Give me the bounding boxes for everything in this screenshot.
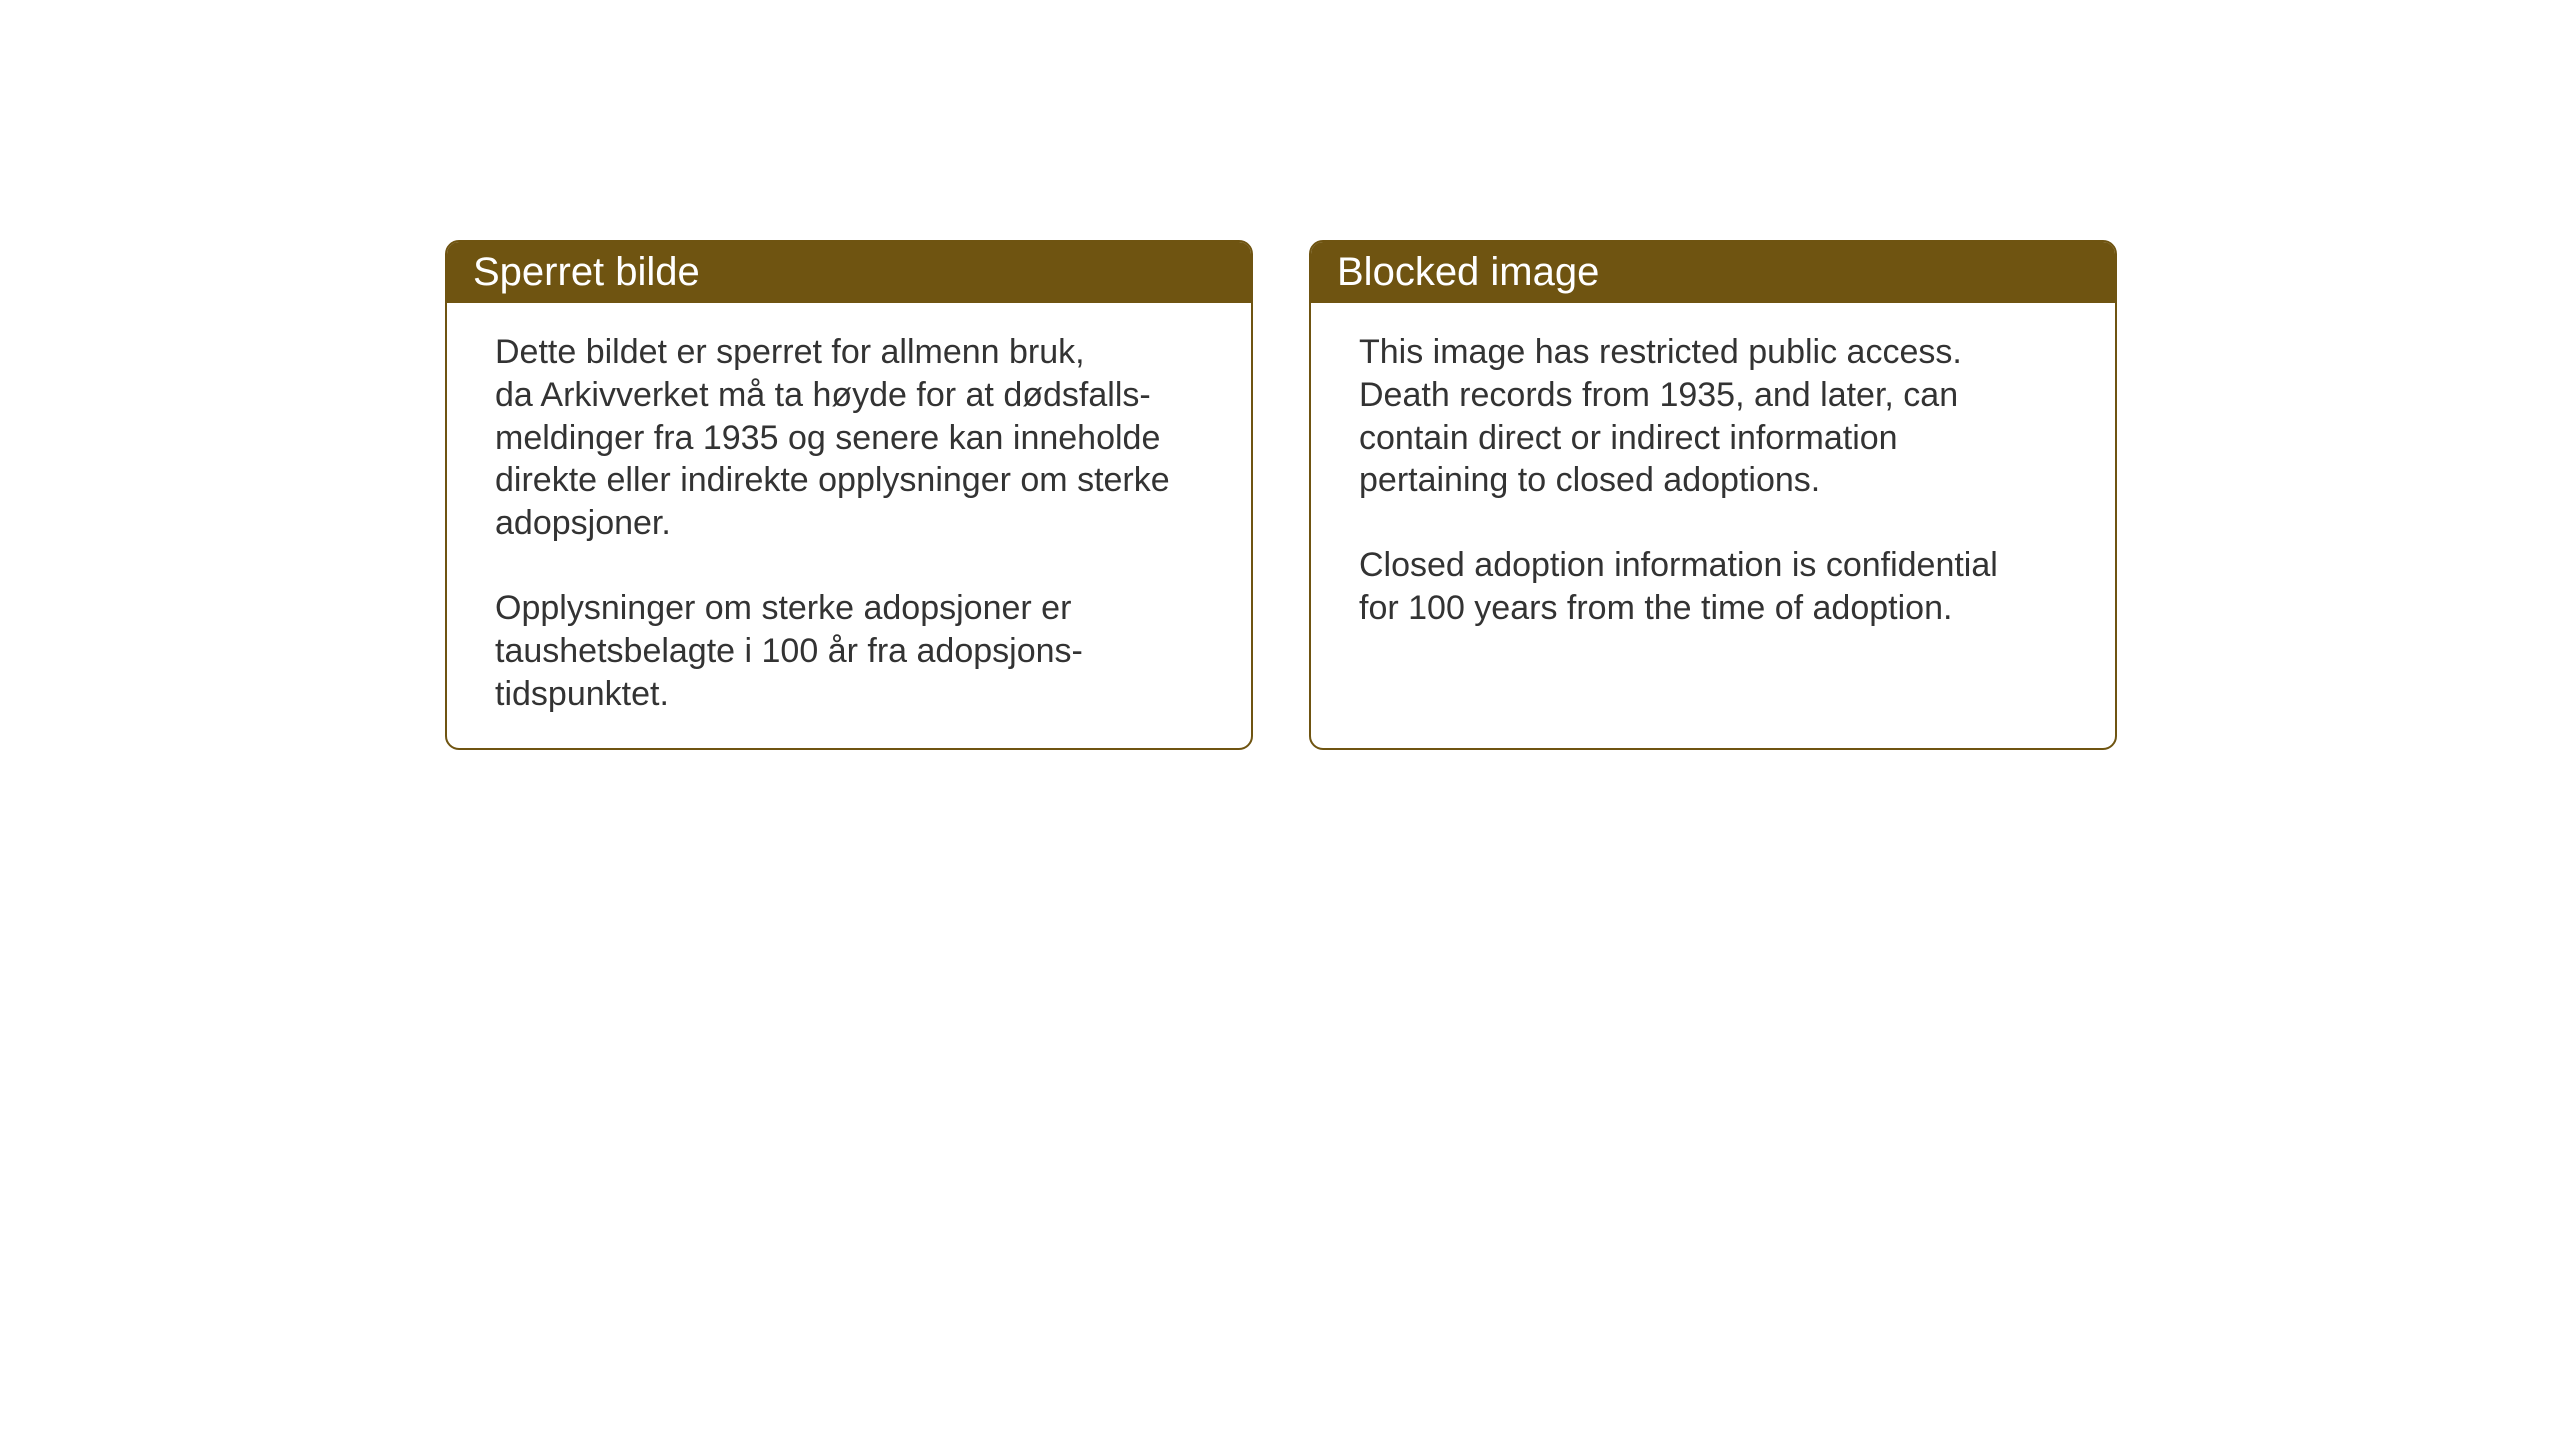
text-line: contain direct or indirect information xyxy=(1359,419,1898,457)
english-paragraph-2: Closed adoption information is confident… xyxy=(1359,544,2067,630)
text-line: Death records from 1935, and later, can xyxy=(1359,376,1958,414)
text-line: taushetsbelagte i 100 år fra adopsjons- xyxy=(495,632,1083,670)
norwegian-paragraph-2: Opplysninger om sterke adopsjoner er tau… xyxy=(495,587,1203,715)
text-line: for 100 years from the time of adoption. xyxy=(1359,589,1952,627)
text-line: meldinger fra 1935 og senere kan innehol… xyxy=(495,419,1160,457)
norwegian-paragraph-1: Dette bildet er sperret for allmenn bruk… xyxy=(495,331,1203,545)
norwegian-card-header: Sperret bilde xyxy=(447,242,1251,303)
english-card-header: Blocked image xyxy=(1311,242,2115,303)
norwegian-card-title: Sperret bilde xyxy=(473,250,700,294)
english-card: Blocked image This image has restricted … xyxy=(1309,240,2117,750)
text-line: tidspunktet. xyxy=(495,675,669,713)
text-line: Dette bildet er sperret for allmenn bruk… xyxy=(495,333,1085,371)
english-paragraph-1: This image has restricted public access.… xyxy=(1359,331,2067,502)
norwegian-card-body: Dette bildet er sperret for allmenn bruk… xyxy=(447,303,1251,748)
text-line: pertaining to closed adoptions. xyxy=(1359,461,1820,499)
norwegian-card: Sperret bilde Dette bildet er sperret fo… xyxy=(445,240,1253,750)
text-line: Opplysninger om sterke adopsjoner er xyxy=(495,589,1071,627)
text-line: adopsjoner. xyxy=(495,504,671,542)
text-line: This image has restricted public access. xyxy=(1359,333,1962,371)
text-line: Closed adoption information is confident… xyxy=(1359,546,1998,584)
text-line: direkte eller indirekte opplysninger om … xyxy=(495,461,1170,499)
english-card-title: Blocked image xyxy=(1337,250,1599,294)
text-line: da Arkivverket må ta høyde for at dødsfa… xyxy=(495,376,1151,414)
cards-container: Sperret bilde Dette bildet er sperret fo… xyxy=(445,240,2117,750)
english-card-body: This image has restricted public access.… xyxy=(1311,303,2115,662)
